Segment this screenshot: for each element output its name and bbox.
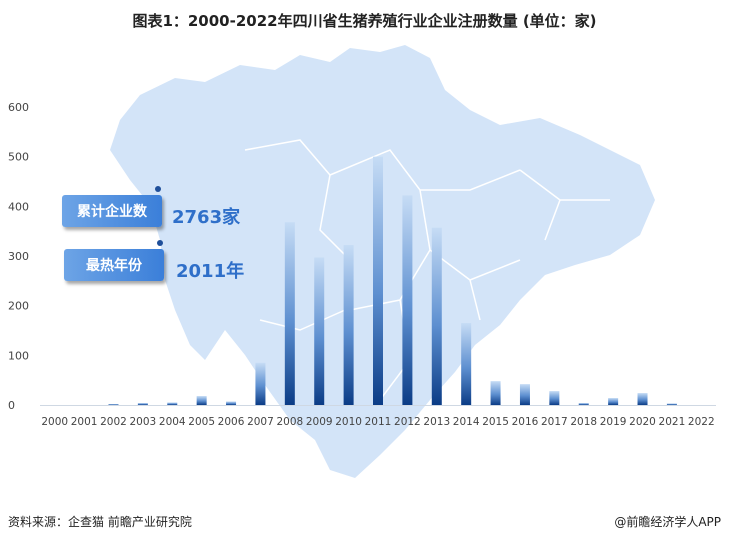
x-tick-label: 2018 bbox=[570, 416, 597, 428]
x-tick-label: 2010 bbox=[335, 416, 362, 428]
bar bbox=[167, 402, 178, 405]
x-tick-label: 2011 bbox=[365, 416, 392, 428]
x-tick-label: 2006 bbox=[218, 416, 245, 428]
bar bbox=[431, 227, 442, 405]
bar bbox=[343, 245, 354, 405]
y-axis: 0 100 200 300 400 500 600 bbox=[8, 101, 29, 412]
x-tick-label: 2001 bbox=[71, 416, 98, 428]
bar bbox=[519, 384, 530, 405]
callout-ribbon-total: 累计企业数 bbox=[62, 195, 162, 227]
ribbon-cap bbox=[155, 186, 161, 192]
credit-note: @前瞻经济学人APP bbox=[614, 515, 721, 529]
x-tick-label: 2017 bbox=[541, 416, 568, 428]
x-axis: 2000 2001 2002 2003 2004 2005 2006 2007 2008 2009… bbox=[40, 405, 716, 428]
x-tick-label: 2009 bbox=[306, 416, 333, 428]
x-tick-label: 2014 bbox=[453, 416, 480, 428]
callout-label-peak: 最热年份 bbox=[86, 258, 142, 274]
bar bbox=[284, 222, 295, 405]
callout-value-total: 2763家 bbox=[172, 207, 241, 228]
bar bbox=[137, 403, 148, 405]
y-tick-label: 100 bbox=[8, 349, 29, 362]
y-tick-label: 300 bbox=[8, 250, 29, 263]
bar bbox=[490, 381, 501, 405]
chart-title: 图表1：2000-2022年四川省生猪养殖行业企业注册数量 (单位：家) bbox=[132, 12, 597, 30]
y-tick-label: 600 bbox=[8, 101, 29, 114]
callout-label-total: 累计企业数 bbox=[77, 204, 147, 220]
bar bbox=[608, 398, 619, 405]
callout-value-peak: 2011年 bbox=[176, 261, 245, 282]
bar bbox=[314, 257, 325, 405]
x-tick-label: 2015 bbox=[482, 416, 509, 428]
x-tick-label: 2008 bbox=[276, 416, 303, 428]
x-tick-label: 2013 bbox=[423, 416, 450, 428]
bar bbox=[196, 396, 207, 405]
y-tick-label: 400 bbox=[8, 200, 29, 213]
x-tick-label: 2022 bbox=[688, 416, 715, 428]
x-tick-label: 2020 bbox=[629, 416, 656, 428]
source-note: 资料来源：企查猫 前瞻产业研究院 bbox=[8, 515, 192, 529]
bar bbox=[255, 362, 266, 405]
ribbon-cap bbox=[157, 240, 163, 246]
x-tick-label: 2002 bbox=[100, 416, 127, 428]
bar bbox=[108, 404, 119, 406]
x-tick-label: 2016 bbox=[512, 416, 539, 428]
y-tick-label: 200 bbox=[8, 300, 29, 313]
bar bbox=[549, 391, 560, 405]
bar bbox=[402, 195, 413, 405]
bar bbox=[637, 393, 648, 405]
bar bbox=[373, 156, 383, 405]
x-tick-label: 2003 bbox=[130, 416, 157, 428]
x-tick-label: 2012 bbox=[394, 416, 421, 428]
callout-ribbon-peak: 最热年份 bbox=[64, 249, 164, 281]
x-tick-label: 2004 bbox=[159, 416, 186, 428]
bar bbox=[666, 403, 677, 405]
bar bbox=[226, 401, 237, 405]
y-tick-label: 500 bbox=[8, 151, 29, 164]
bars bbox=[108, 156, 677, 406]
bar bbox=[461, 323, 472, 405]
x-tick-label: 2000 bbox=[41, 416, 68, 428]
x-tick-label: 2005 bbox=[188, 416, 215, 428]
x-tick-label: 2007 bbox=[247, 416, 274, 428]
x-tick-label: 2019 bbox=[600, 416, 627, 428]
bar bbox=[578, 403, 589, 405]
x-tick-label: 2021 bbox=[659, 416, 686, 428]
y-tick-label: 0 bbox=[8, 399, 15, 412]
